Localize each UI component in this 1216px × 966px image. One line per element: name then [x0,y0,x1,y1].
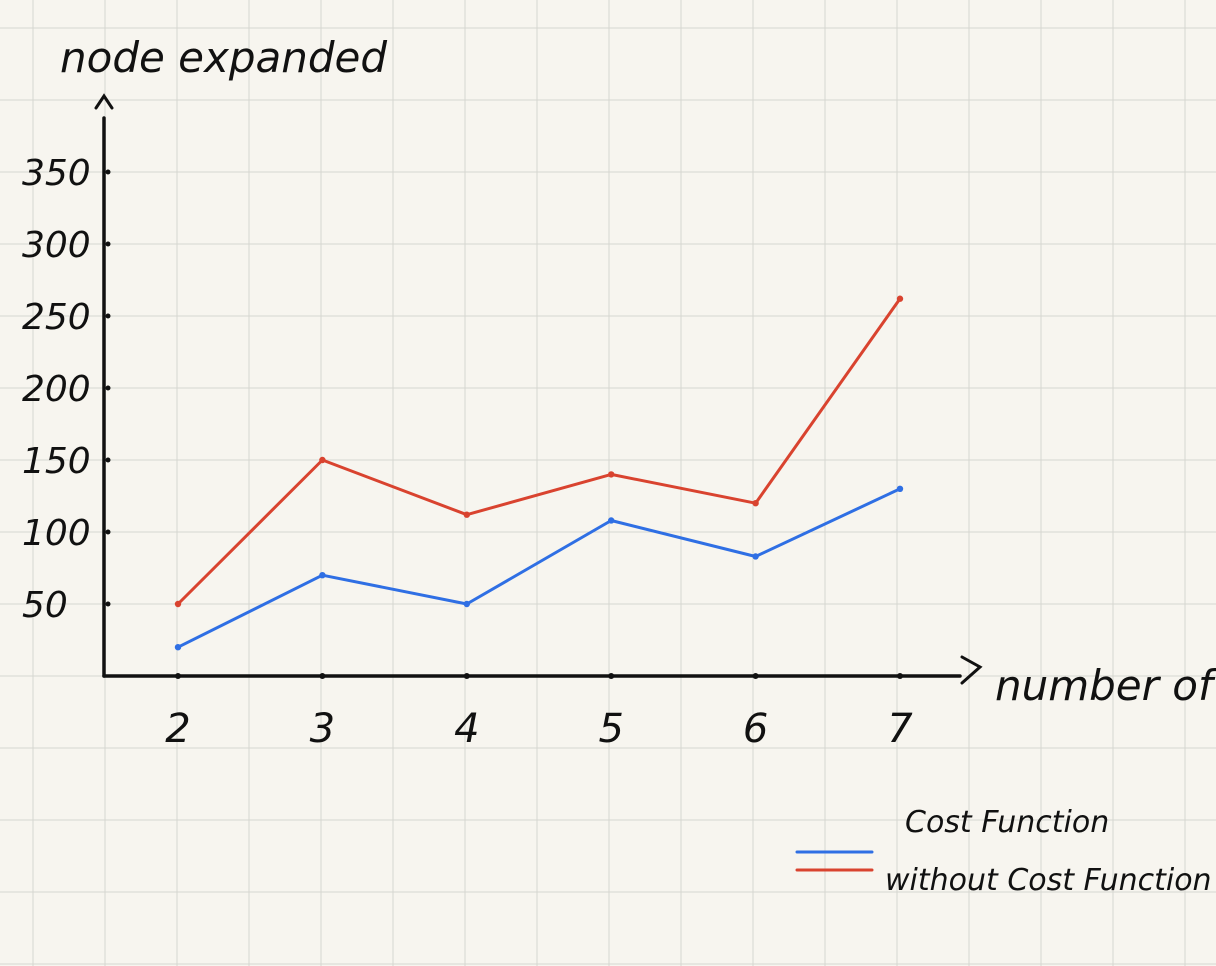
y-tick-mark [105,241,111,247]
series-0-point [608,517,615,524]
y-tick-label: 200 [22,369,91,410]
y-tick-mark [105,529,111,535]
legend: Cost Function without Cost Function [795,805,1212,898]
legend-label: Cost Function [905,805,1109,840]
series-0-point [752,553,759,560]
series-0-point [463,600,470,608]
series-1-point [608,471,615,478]
y-tick-label: 50 [22,585,68,626]
tick-labels: 2 3 4 5 6 7 50 100 150 200 250 300 350 [22,153,913,752]
x-tick-label: 6 [743,706,768,752]
y-tick-mark [105,169,111,175]
y-axis-arrow [94,93,114,110]
series-0-point [896,485,904,492]
x-tick-label: 7 [887,706,913,752]
series-layer [174,295,904,651]
x-tick-mark [319,673,326,679]
y-tick-label: 250 [22,297,91,338]
series-line-1 [176,297,902,606]
y-tick-label: 300 [22,225,91,266]
series-1-point [896,295,904,302]
x-axis-arrow [960,655,983,685]
series-0-point [319,572,326,579]
x-tick-label: 2 [165,706,190,752]
series-0-point [174,644,182,651]
legend-label: without Cost Function [885,863,1212,898]
y-tick-mark [105,601,111,607]
y-axis-title: node expanded [60,33,387,82]
x-tick-mark [752,673,759,679]
y-tick-mark [105,313,111,319]
x-tick-mark [463,673,470,679]
x-tick-label: 4 [454,706,479,752]
x-tick-label: 5 [598,706,623,752]
series-1-point [174,600,182,608]
series-1-point [752,500,759,507]
x-tick-mark [175,673,181,679]
series-1-point [319,456,326,464]
y-tick-mark [105,457,111,463]
x-tick-mark [897,673,903,679]
y-tick-label: 350 [22,153,91,194]
y-tick-label: 100 [22,513,91,554]
series-1-point [463,511,470,518]
y-tick-mark [105,385,111,391]
x-tick-mark [608,673,615,679]
x-tick-label: 3 [310,706,335,752]
series-line-0 [176,487,902,649]
y-tick-label: 150 [22,441,91,482]
axes [94,93,983,685]
x-axis-title: number of n [995,661,1216,710]
